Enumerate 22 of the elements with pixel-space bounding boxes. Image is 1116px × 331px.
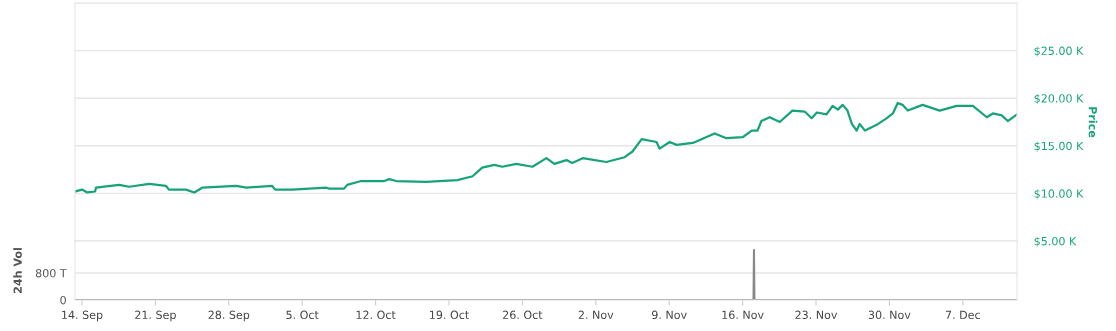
- x-tick-label: 30. Nov: [868, 310, 911, 320]
- x-tick-label: 16. Nov: [722, 310, 764, 320]
- x-tick-label: 5. Oct: [286, 310, 319, 320]
- x-tick-label: 21. Sep: [135, 310, 176, 322]
- x-tick-label: 28. Sep: [208, 310, 250, 322]
- x-tick-label: 14. Sep: [62, 310, 103, 322]
- y-axis-title: 24h Vol: [13, 248, 22, 293]
- y-tick-label: 800 T: [35, 269, 67, 278]
- y2-axis-title: Price: [1088, 107, 1098, 138]
- y2-tick-label: $25.00 K: [1034, 46, 1084, 57]
- x-tick-label: 26. Oct: [503, 310, 543, 320]
- y2-tick-label: $10.00 K: [1034, 189, 1084, 200]
- y2-tick-label: $5.00 K: [1034, 236, 1077, 247]
- x-tick-label: 7. Dec: [945, 310, 980, 320]
- x-tick-label: 12. Oct: [356, 310, 396, 320]
- y-tick-label: 0: [60, 295, 66, 305]
- x-tick-label: 23. Nov: [795, 310, 838, 320]
- x-tick-label: 2. Nov: [578, 310, 614, 320]
- y2-tick-label: $20.00 K: [1034, 93, 1084, 105]
- x-tick-label: 9. Nov: [652, 310, 687, 320]
- x-tick-label: 19. Oct: [430, 310, 469, 320]
- y2-tick-label: $15.00 K: [1034, 141, 1084, 152]
